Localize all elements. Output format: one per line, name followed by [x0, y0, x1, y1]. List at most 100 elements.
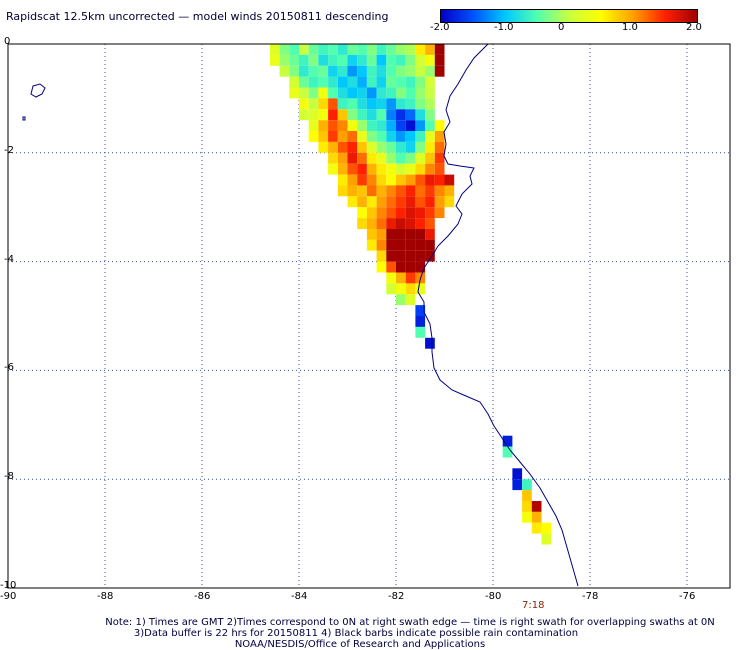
- wind-cell: [376, 218, 387, 229]
- wind-cell: [415, 174, 426, 186]
- wind-cell: [415, 131, 426, 142]
- wind-cell: [357, 218, 367, 229]
- wind-cell: [434, 54, 445, 66]
- wind-cell: [318, 120, 329, 132]
- longitude-label: -78: [582, 591, 599, 602]
- wind-cell: [512, 479, 523, 491]
- wind-cell: [425, 98, 435, 110]
- wind-cell: [347, 163, 358, 175]
- wind-cell: [531, 522, 542, 534]
- wind-cell: [347, 185, 358, 197]
- wind-cell: [376, 87, 387, 99]
- wind-cell: [279, 65, 290, 77]
- wind-cell: [376, 185, 387, 197]
- wind-cell: [337, 98, 348, 110]
- wind-cell: [396, 44, 406, 55]
- wind-cell: [512, 468, 523, 480]
- wind-cell: [396, 87, 406, 99]
- wind-cell: [289, 76, 299, 88]
- wind-cell: [425, 229, 435, 240]
- galapagos-island-small: [22, 116, 26, 121]
- wind-cell: [279, 44, 290, 55]
- wind-cell: [366, 120, 377, 132]
- wind-cell: [396, 239, 406, 251]
- wind-cell: [425, 207, 435, 219]
- wind-cell: [366, 196, 377, 208]
- wind-cell: [434, 131, 445, 142]
- wind-cell: [425, 163, 435, 175]
- wind-cell: [386, 185, 396, 197]
- wind-cell: [415, 109, 426, 121]
- wind-cell: [396, 65, 406, 77]
- wind-cell: [434, 141, 445, 153]
- wind-cell: [396, 76, 406, 88]
- wind-cell: [415, 218, 426, 229]
- wind-cell: [289, 54, 299, 66]
- wind-cell: [502, 435, 513, 447]
- wind-cell: [308, 98, 319, 110]
- wind-cell: [366, 98, 377, 110]
- wind-cell: [357, 44, 367, 55]
- wind-cell: [405, 98, 416, 110]
- wind-cell: [299, 87, 309, 99]
- wind-cell: [396, 131, 406, 142]
- wind-cell: [328, 76, 338, 88]
- wind-cell: [337, 44, 348, 55]
- wind-cell: [318, 87, 329, 99]
- wind-cell: [386, 131, 396, 142]
- wind-cell: [396, 185, 406, 197]
- wind-cell: [366, 207, 377, 219]
- wind-cell: [425, 120, 435, 132]
- colorbar-tick-label: -2.0: [430, 22, 450, 33]
- wind-cell: [347, 87, 358, 99]
- wind-cell: [318, 44, 329, 55]
- wind-cell: [386, 98, 396, 110]
- wind-cell: [347, 141, 358, 153]
- wind-cell: [357, 109, 367, 121]
- wind-cell: [357, 185, 367, 197]
- wind-cell: [376, 174, 387, 186]
- wind-cell: [531, 511, 542, 523]
- wind-cell: [415, 229, 426, 240]
- wind-cell: [328, 163, 338, 175]
- wind-cell: [366, 229, 377, 240]
- wind-cell: [386, 218, 396, 229]
- wind-cell: [357, 54, 367, 66]
- wind-cell: [357, 196, 367, 208]
- wind-cell: [308, 54, 319, 66]
- wind-cell: [396, 261, 406, 273]
- longitude-label: -82: [388, 591, 405, 602]
- wind-cell: [357, 152, 367, 164]
- wind-cell: [386, 76, 396, 88]
- coastline: [22, 43, 579, 587]
- note-line-1: Note: 1) Times are GMT 2)Times correspon…: [105, 617, 715, 628]
- wind-cell: [415, 261, 426, 273]
- wind-cell: [405, 283, 416, 295]
- wind-cell: [405, 141, 416, 153]
- wind-cell: [366, 185, 377, 197]
- wind-cell: [396, 120, 406, 132]
- wind-cell: [328, 131, 338, 142]
- latitude-label: -4: [4, 253, 14, 265]
- wind-cell: [308, 44, 319, 55]
- wind-cell: [376, 65, 387, 77]
- wind-cell: [328, 44, 338, 55]
- latitude-label: -8: [4, 471, 14, 483]
- longitude-label: -76: [679, 591, 696, 602]
- wind-cell: [347, 152, 358, 164]
- wind-cell: [376, 229, 387, 240]
- wind-cell: [415, 152, 426, 164]
- wind-cell: [522, 490, 532, 501]
- wind-cell: [328, 65, 338, 77]
- wind-cell: [396, 109, 406, 121]
- pass-time-label: 7:18: [522, 600, 545, 611]
- wind-cell: [269, 44, 280, 55]
- wind-cell: [347, 174, 358, 186]
- wind-cell: [337, 131, 348, 142]
- wind-cell: [308, 109, 319, 121]
- wind-cell: [541, 522, 552, 534]
- wind-cell: [347, 120, 358, 132]
- wind-cell: [405, 196, 416, 208]
- wind-cell: [308, 87, 319, 99]
- wind-cell: [328, 109, 338, 121]
